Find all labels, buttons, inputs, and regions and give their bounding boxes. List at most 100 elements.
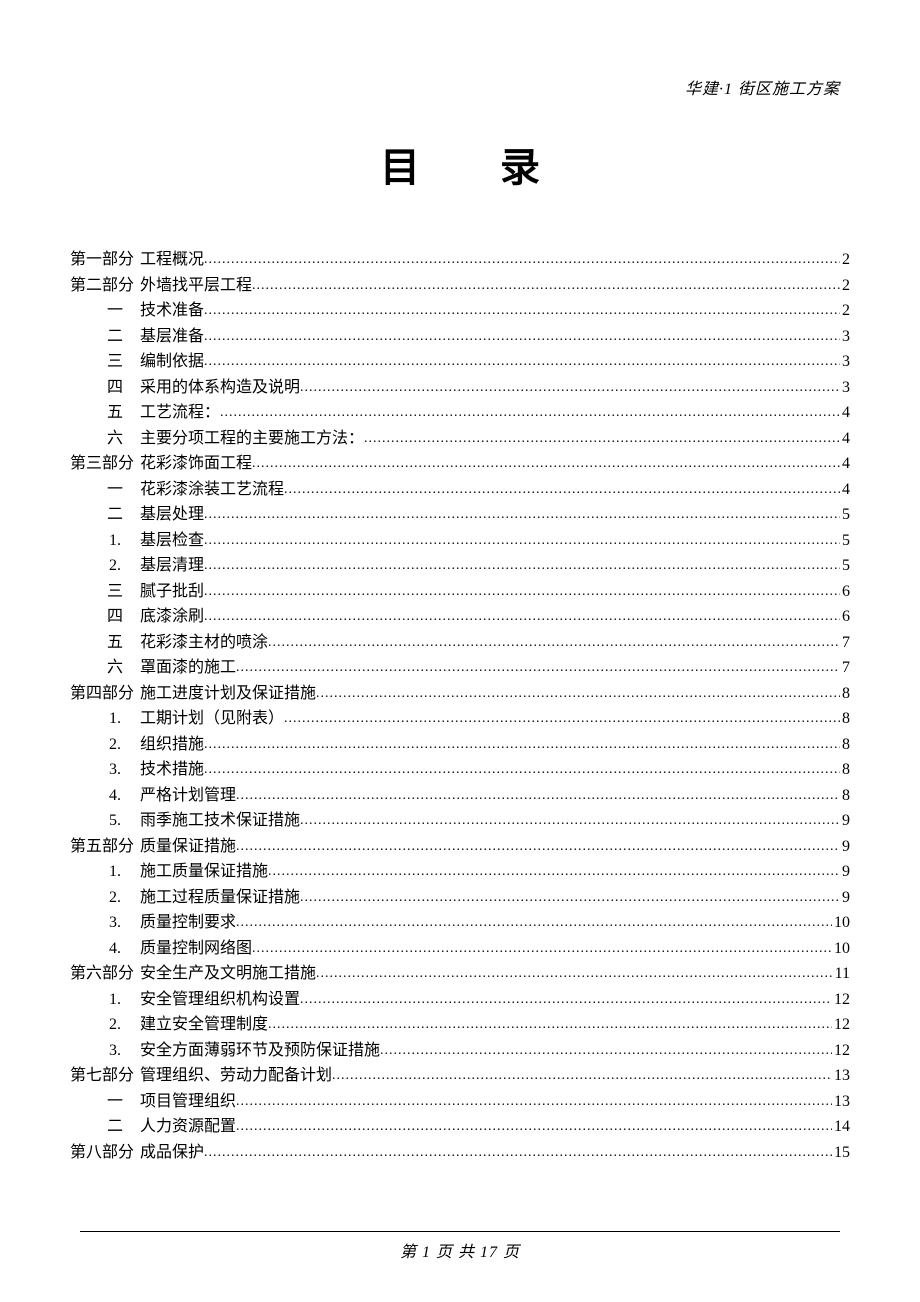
toc-page-number: 11 — [833, 962, 850, 987]
toc-page-number: 13 — [832, 1090, 850, 1115]
toc-prefix: 三 — [70, 580, 140, 605]
toc-label: 采用的体系构造及说明 — [140, 376, 300, 401]
toc-row: 一 技术准备2 — [70, 299, 850, 325]
toc-prefix: 第五部分 — [70, 835, 140, 860]
toc-page-number: 5 — [840, 529, 850, 554]
header-text: 华建·1 街区施工方案 — [685, 75, 840, 99]
toc-page-number: 14 — [832, 1115, 850, 1140]
toc-row: 第七部分 管理组织、劳动力配备计划13 — [70, 1064, 850, 1090]
toc-prefix: 2. — [70, 1013, 140, 1038]
toc-row: 第五部分 质量保证措施9 — [70, 835, 850, 861]
toc-prefix: 1. — [70, 707, 140, 732]
footer-prefix: 第 — [400, 1244, 422, 1261]
toc-row: 一 项目管理组织13 — [70, 1090, 850, 1116]
toc-page-number: 13 — [832, 1064, 850, 1089]
toc-label: 施工进度计划及保证措施 — [140, 682, 316, 707]
toc-row: 3. 安全方面薄弱环节及预防保证措施12 — [70, 1039, 850, 1065]
document-page: 华建·1 街区施工方案 目录 第一部分 工程概况2第二部分 外墙找平层工程2一 … — [0, 0, 920, 1302]
toc-prefix: 3. — [70, 911, 140, 936]
toc-leader-dots — [268, 860, 840, 885]
toc-leader-dots — [284, 478, 840, 503]
toc-leader-dots — [236, 911, 832, 936]
toc-prefix: 五 — [70, 631, 140, 656]
footer-suffix: 页 — [498, 1244, 520, 1261]
toc-leader-dots — [236, 1090, 832, 1115]
title-char-2: 录 — [500, 145, 540, 190]
toc-leader-dots — [268, 1013, 832, 1038]
toc-leader-dots — [204, 248, 840, 273]
toc-row: 二 人力资源配置14 — [70, 1115, 850, 1141]
toc-page-number: 8 — [840, 758, 850, 783]
toc-row: 1. 基层检查5 — [70, 529, 850, 555]
toc-label: 主要分项工程的主要施工方法： — [140, 427, 364, 452]
page-title: 目录 — [70, 135, 850, 193]
toc-row: 4. 严格计划管理8 — [70, 784, 850, 810]
toc-label: 严格计划管理 — [140, 784, 236, 809]
toc-row: 1. 工期计划（见附表）8 — [70, 707, 850, 733]
toc-row: 第一部分 工程概况2 — [70, 248, 850, 274]
toc-prefix: 1. — [70, 860, 140, 885]
toc-row: 2. 组织措施8 — [70, 733, 850, 759]
toc-leader-dots — [252, 452, 840, 477]
toc-row: 第六部分 安全生产及文明施工措施11 — [70, 962, 850, 988]
toc-label: 成品保护 — [140, 1141, 204, 1166]
toc-label: 施工质量保证措施 — [140, 860, 268, 885]
toc-row: 四 底漆涂刷6 — [70, 605, 850, 631]
toc-label: 项目管理组织 — [140, 1090, 236, 1115]
toc-label: 基层准备 — [140, 325, 204, 350]
toc-page-number: 10 — [832, 937, 850, 962]
toc-label: 底漆涂刷 — [140, 605, 204, 630]
toc-page-number: 12 — [832, 988, 850, 1013]
toc-page-number: 3 — [840, 325, 850, 350]
toc-prefix: 4. — [70, 784, 140, 809]
toc-prefix: 4. — [70, 937, 140, 962]
toc-leader-dots — [204, 529, 840, 554]
toc-prefix: 5. — [70, 809, 140, 834]
toc-prefix: 2. — [70, 554, 140, 579]
toc-leader-dots — [316, 682, 840, 707]
toc-prefix: 六 — [70, 656, 140, 681]
toc-page-number: 8 — [840, 682, 850, 707]
title-char-1: 目 — [380, 145, 420, 190]
toc-row: 2. 施工过程质量保证措施9 — [70, 886, 850, 912]
toc-row: 4. 质量控制网络图10 — [70, 937, 850, 963]
toc-row: 2. 建立安全管理制度12 — [70, 1013, 850, 1039]
toc-label: 安全管理组织机构设置 — [140, 988, 300, 1013]
toc-leader-dots — [300, 988, 832, 1013]
toc-label: 工艺流程： — [140, 401, 220, 426]
toc-row: 六 罩面漆的施工 7 — [70, 656, 850, 682]
toc-row: 3. 质量控制要求10 — [70, 911, 850, 937]
toc-page-number: 12 — [832, 1039, 850, 1064]
toc-leader-dots — [268, 631, 840, 656]
toc-leader-dots — [204, 325, 840, 350]
toc-prefix: 二 — [70, 325, 140, 350]
toc-leader-dots — [316, 962, 833, 987]
toc-page-number: 7 — [840, 656, 850, 681]
toc-leader-dots — [204, 1141, 832, 1166]
toc-label: 工期计划（见附表） — [140, 707, 284, 732]
toc-leader-dots — [204, 503, 840, 528]
toc-label: 雨季施工技术保证措施 — [140, 809, 300, 834]
toc-leader-dots — [252, 274, 840, 299]
toc-prefix: 五 — [70, 401, 140, 426]
toc-row: 第三部分 花彩漆饰面工程4 — [70, 452, 850, 478]
toc-label: 罩面漆的施工 — [140, 656, 236, 681]
toc-label: 基层清理 — [140, 554, 204, 579]
toc-prefix: 第二部分 — [70, 274, 140, 299]
toc-prefix: 二 — [70, 503, 140, 528]
toc-row: 一 花彩漆涂装工艺流程4 — [70, 478, 850, 504]
footer-divider — [80, 1231, 840, 1232]
toc-row: 五 工艺流程：4 — [70, 401, 850, 427]
footer-total-pages: 17 — [480, 1244, 498, 1261]
toc-row: 3. 技术措施8 — [70, 758, 850, 784]
toc-prefix: 二 — [70, 1115, 140, 1140]
toc-leader-dots — [380, 1039, 832, 1064]
toc-row: 第二部分 外墙找平层工程2 — [70, 274, 850, 300]
toc-page-number: 10 — [832, 911, 850, 936]
toc-page-number: 6 — [840, 605, 850, 630]
table-of-contents: 第一部分 工程概况2第二部分 外墙找平层工程2一 技术准备2二 基层准备3三 编… — [70, 248, 850, 1166]
toc-page-number: 9 — [840, 886, 850, 911]
toc-page-number: 2 — [840, 274, 850, 299]
toc-prefix: 六 — [70, 427, 140, 452]
toc-label: 安全方面薄弱环节及预防保证措施 — [140, 1039, 380, 1064]
